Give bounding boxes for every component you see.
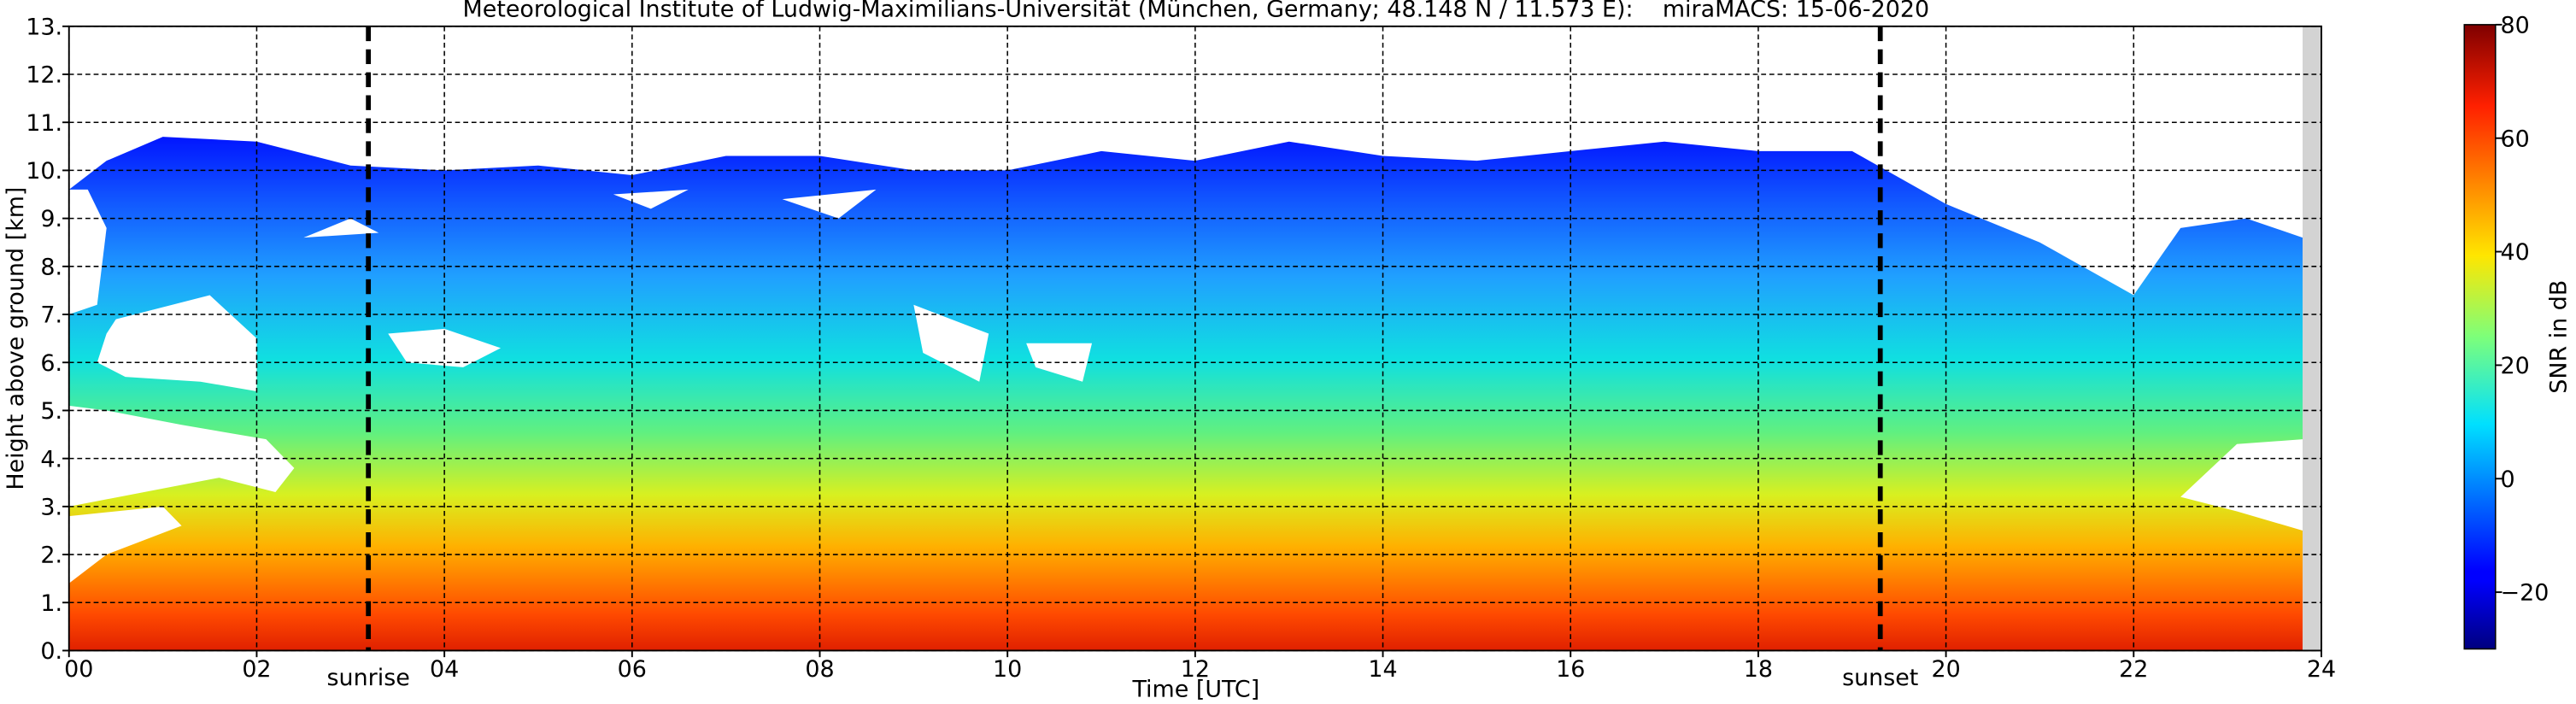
colorbar-tick-label: 20 bbox=[2501, 353, 2530, 379]
y-tick-label: 2. bbox=[40, 543, 62, 569]
annotation-label: sunset bbox=[1842, 665, 1918, 691]
y-tick-label: 3. bbox=[40, 494, 62, 520]
echo-gap bbox=[68, 506, 182, 584]
x-tick-label: 20 bbox=[1931, 656, 1960, 683]
y-tick-label: 4. bbox=[40, 446, 62, 472]
echo-gap bbox=[913, 304, 989, 382]
y-tick-label: 5. bbox=[40, 398, 62, 425]
echo-gap bbox=[782, 189, 877, 219]
y-tick-label: 8. bbox=[40, 254, 62, 280]
colorbar bbox=[2463, 24, 2497, 650]
radar-field bbox=[68, 26, 2321, 651]
x-tick-label: 08 bbox=[805, 656, 834, 683]
x-tick-label: 00 bbox=[64, 656, 93, 683]
echo-gap bbox=[68, 405, 295, 507]
y-tick-label: 0. bbox=[40, 638, 62, 665]
y-tick-label: 10. bbox=[26, 158, 62, 185]
x-tick-label: 22 bbox=[2119, 656, 2148, 683]
echo-gap bbox=[68, 189, 107, 315]
x-tick-label: 12 bbox=[1181, 656, 1210, 683]
x-tick-label: 16 bbox=[1556, 656, 1585, 683]
x-axis-label: Time [UTC] bbox=[1131, 676, 1259, 702]
annotation-label: sunrise bbox=[327, 665, 410, 691]
y-tick-label: 9. bbox=[40, 206, 62, 232]
x-tick-label: 06 bbox=[618, 656, 647, 683]
colorbar-tick-label: 60 bbox=[2501, 126, 2530, 152]
colorbar-tick-label: 80 bbox=[2501, 12, 2530, 38]
colorbar-label: SNR in dB bbox=[2545, 280, 2572, 394]
x-tick-label: 18 bbox=[1744, 656, 1773, 683]
y-tick-label: 7. bbox=[40, 302, 62, 329]
plot-frame bbox=[67, 25, 2322, 652]
x-tick-label: 04 bbox=[430, 656, 459, 683]
echo-gap bbox=[2180, 439, 2303, 531]
colorbar-tick-label: 0 bbox=[2501, 466, 2515, 493]
no-data-region bbox=[2302, 26, 2321, 651]
y-tick-label: 1. bbox=[40, 590, 62, 617]
echo-gap bbox=[97, 295, 257, 391]
x-tick-label: 10 bbox=[993, 656, 1022, 683]
x-tick-label: 14 bbox=[1368, 656, 1397, 683]
x-tick-label: 02 bbox=[242, 656, 271, 683]
chart-title: Meteorological Institute of Ludwig-Maxim… bbox=[463, 0, 1930, 22]
y-axis-label: Height above ground [km] bbox=[3, 187, 29, 490]
radar-echo bbox=[68, 137, 2303, 651]
echo-gap bbox=[303, 218, 379, 238]
x-tick-label: 24 bbox=[2307, 656, 2336, 683]
y-tick-label: 13. bbox=[26, 14, 62, 40]
y-tick-label: 6. bbox=[40, 350, 62, 377]
colorbar-tick-label: 40 bbox=[2501, 239, 2530, 266]
y-tick-label: 11. bbox=[26, 110, 62, 137]
colorbar-tick-label: −20 bbox=[2501, 580, 2550, 607]
y-tick-label: 12. bbox=[26, 62, 62, 89]
